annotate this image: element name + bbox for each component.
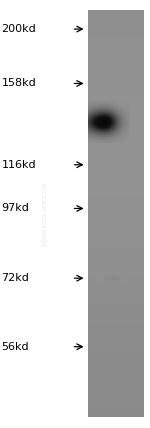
Text: WWW.PTGLAEB.COM: WWW.PTGLAEB.COM <box>42 181 48 247</box>
Text: 72kd: 72kd <box>2 273 29 283</box>
Text: 200kd: 200kd <box>2 24 36 34</box>
Text: 158kd: 158kd <box>2 78 36 89</box>
Text: 116kd: 116kd <box>2 160 36 170</box>
Text: 97kd: 97kd <box>2 203 29 214</box>
Text: 56kd: 56kd <box>2 342 29 352</box>
